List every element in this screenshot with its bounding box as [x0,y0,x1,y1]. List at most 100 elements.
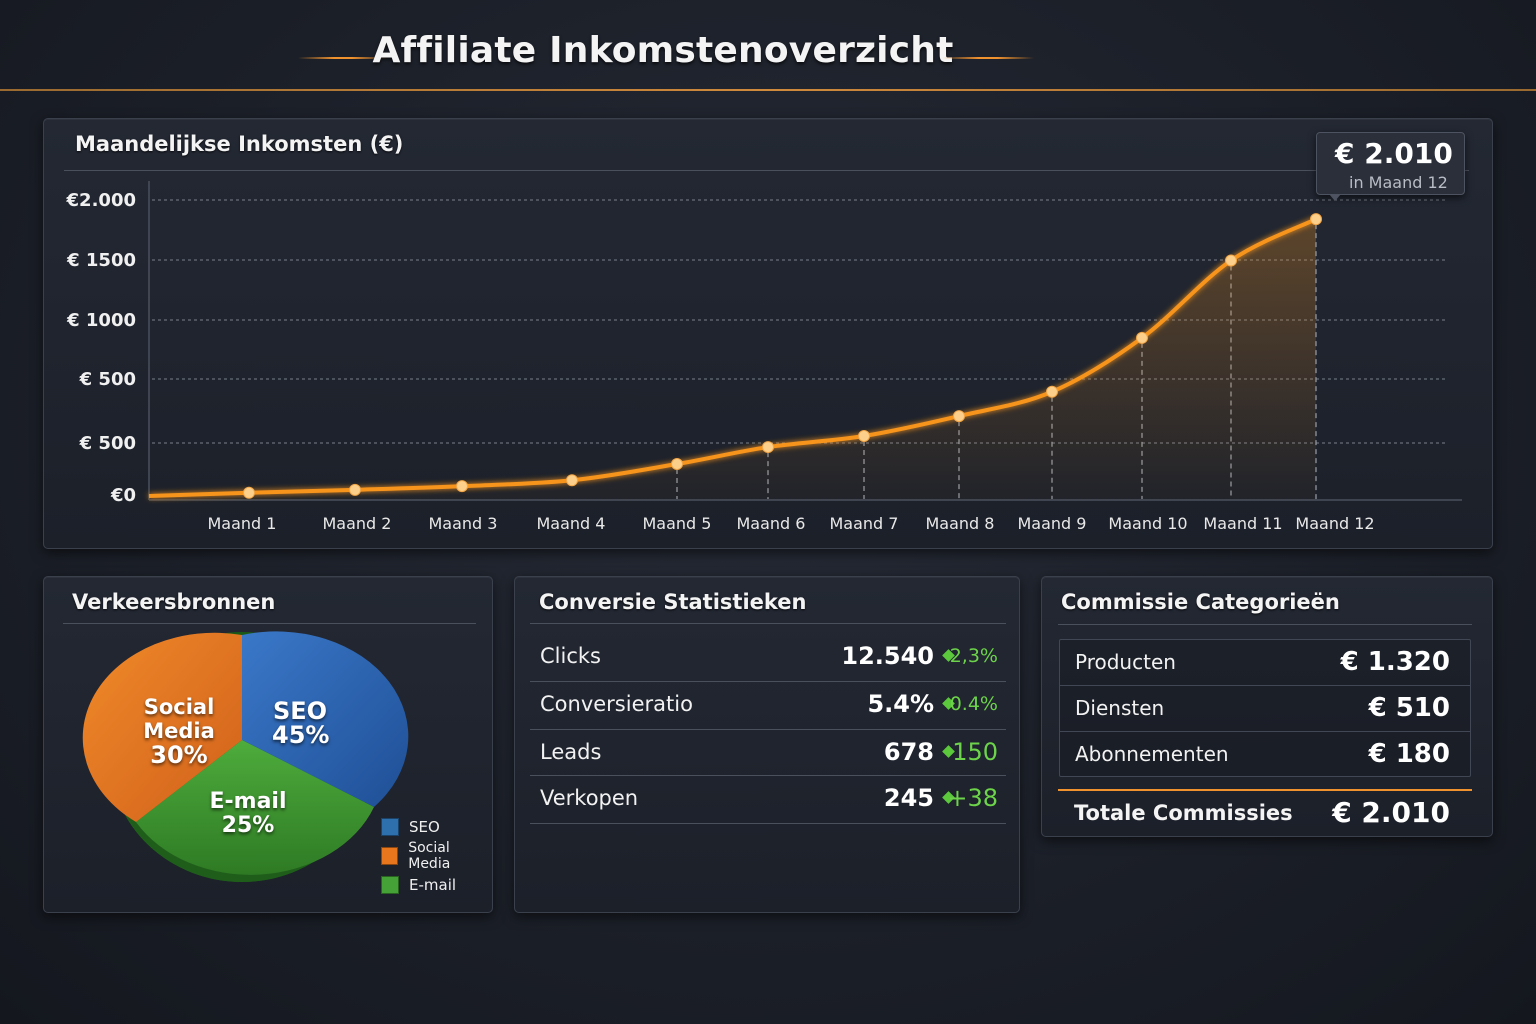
traffic-sources-title: Verkeersbronnen [72,590,276,614]
data-point-5[interactable] [671,458,683,471]
pie-label-email-pct: 25% [221,813,275,838]
pie-slice-email[interactable] [136,740,374,875]
legend-label-seo: SEO [409,817,440,836]
traffic-pie-chart[interactable] [44,577,494,914]
conversion-stats-panel: Conversie Statistieken Clicks 12.540 2,3… [514,576,1020,913]
commission-categories-panel: Commissie Categorieën Producten € 1.320 … [1041,576,1493,837]
panel-title-divider [530,623,1006,624]
commission-label: Producten [1075,650,1176,674]
monthly-income-title: Maandelijkse Inkomsten (€) [75,132,404,156]
legend-label-email: E-mail [409,875,457,894]
conversion-stats-title: Conversie Statistieken [539,590,807,614]
income-line-chart[interactable]: €0€ 500€ 500€ 1000€ 1500€2.000 Maand 1 Ma… [44,119,1494,550]
x-tick-label: Maand 12 [1295,514,1374,533]
data-point-12[interactable] [1310,213,1322,226]
stat-row-clicks: Clicks 12.540 2,3% [530,634,1006,682]
stat-row-leads: Leads 678 150 [530,730,1006,776]
tooltip-value: € 2.010 [1335,137,1453,170]
commission-row-services: Diensten € 510 [1060,686,1470,732]
data-point-7[interactable] [858,430,870,442]
y-tick-label: €0 [110,485,136,506]
commission-row-subscriptions: Abonnementen € 180 [1060,732,1470,778]
stat-label: Conversieratio [540,692,693,716]
total-commissions-value: € 2.010 [1332,796,1450,829]
panel-title-divider [1058,624,1472,625]
panel-title-divider [63,623,476,624]
data-point-2[interactable] [349,483,361,496]
stat-row-sales: Verkopen 245 +38 [530,776,1006,824]
tooltip-pointer [1329,194,1341,201]
data-point-1[interactable] [243,486,255,499]
legend-swatch-seo [381,817,399,836]
stat-value: 678 [883,738,934,766]
commission-label: Abonnementen [1075,742,1229,766]
x-tick-label: Maand 3 [429,514,498,533]
monthly-income-panel: Maandelijkse Inkomsten (€) €0 € 500 € 500 €… [43,118,1493,549]
y-axis-ticks: €0 € 500 € 500 € 1000 € 1500 €2.000 [66,190,136,506]
stat-delta: 0.4% [949,693,998,715]
stat-delta: 150 [952,738,998,766]
data-point-11[interactable] [1225,254,1237,267]
x-tick-label: Maand 6 [737,514,806,533]
commission-value: € 1.320 [1340,647,1450,677]
commission-table: Producten € 1.320 Diensten € 510 Abonnem… [1059,639,1471,777]
x-tick-label: Maand 11 [1203,514,1282,533]
pie-label-social-pct: 30% [150,741,208,769]
legend-item-seo[interactable]: SEO [381,812,492,841]
x-tick-label: Maand 8 [926,514,995,533]
stat-label: Verkopen [540,786,639,810]
x-tick-label: Maand 1 [208,514,277,533]
y-tick-label: €2.000 [66,190,136,211]
x-tick-label: Maand 4 [537,514,606,533]
pie-label-seo-pct: 45% [272,721,330,749]
data-point-8[interactable] [953,410,965,423]
stat-value: 12.540 [841,642,934,670]
peak-tooltip: € 2.010 in Maand 12 [1316,132,1465,201]
x-tick-label: Maand 5 [643,514,712,533]
pie-label-seo-name: SEO [272,697,328,725]
data-point-9[interactable] [1046,385,1058,398]
commission-value: € 510 [1368,693,1450,723]
data-point-4[interactable] [566,474,578,487]
y-tick-label: € 500 [79,433,136,454]
y-tick-label: € 1000 [66,310,136,331]
stat-label: Leads [540,740,602,764]
legend-label-social-media: Social Media [408,839,451,872]
total-divider [1058,789,1472,791]
x-tick-label: Maand 9 [1018,514,1087,533]
total-commissions-label: Totale Commissies [1074,801,1293,825]
tooltip-label: in Maand 12 [1349,173,1448,192]
y-tick-label: € 1500 [66,250,136,271]
page-title: Affiliate Inkomstenoverzicht [372,30,954,71]
data-points [243,213,1322,499]
stat-delta: 2,3% [949,645,998,667]
legend-item-email[interactable]: E-mail [381,870,492,899]
pie-legend: SEO Social Media E-mail [381,812,492,899]
panel-title-divider [64,170,1469,171]
pie-label-seo: SEO 45% [272,697,330,749]
x-axis-ticks: Maand 1 Maand 2 Maand 3 Maand 4 Maand 5 Maand… [208,514,1375,533]
commission-value: € 180 [1368,739,1450,769]
stat-value: 5.4% [867,690,934,718]
stat-label: Clicks [540,644,601,668]
pie-label-social-name-1: Social [143,695,215,719]
data-point-10[interactable] [1136,331,1148,344]
pie-slice-social-media[interactable] [82,632,242,822]
x-tick-label: Maand 10 [1108,514,1187,533]
pie-label-social-media: Social Media 30% [142,695,216,767]
page-header: Affiliate Inkomstenoverzicht [0,0,1536,92]
data-point-3[interactable] [456,480,468,493]
legend-item-social-media[interactable]: Social Media [381,839,492,872]
x-tick-label: Maand 7 [830,514,899,533]
header-divider [0,89,1536,91]
pie-label-email: E-mail 25% [208,790,288,838]
commission-label: Diensten [1075,696,1165,720]
title-decoration-right [942,57,1034,59]
stat-value: 245 [883,784,934,812]
legend-swatch-email [381,875,399,894]
pie-slice-seo[interactable] [242,631,409,807]
data-point-6[interactable] [762,441,774,454]
income-area-fill [149,219,1316,501]
commission-row-products: Producten € 1.320 [1060,640,1470,686]
traffic-sources-panel: Verkeersbronnen SEO 45% Social Media 30%… [43,576,493,913]
